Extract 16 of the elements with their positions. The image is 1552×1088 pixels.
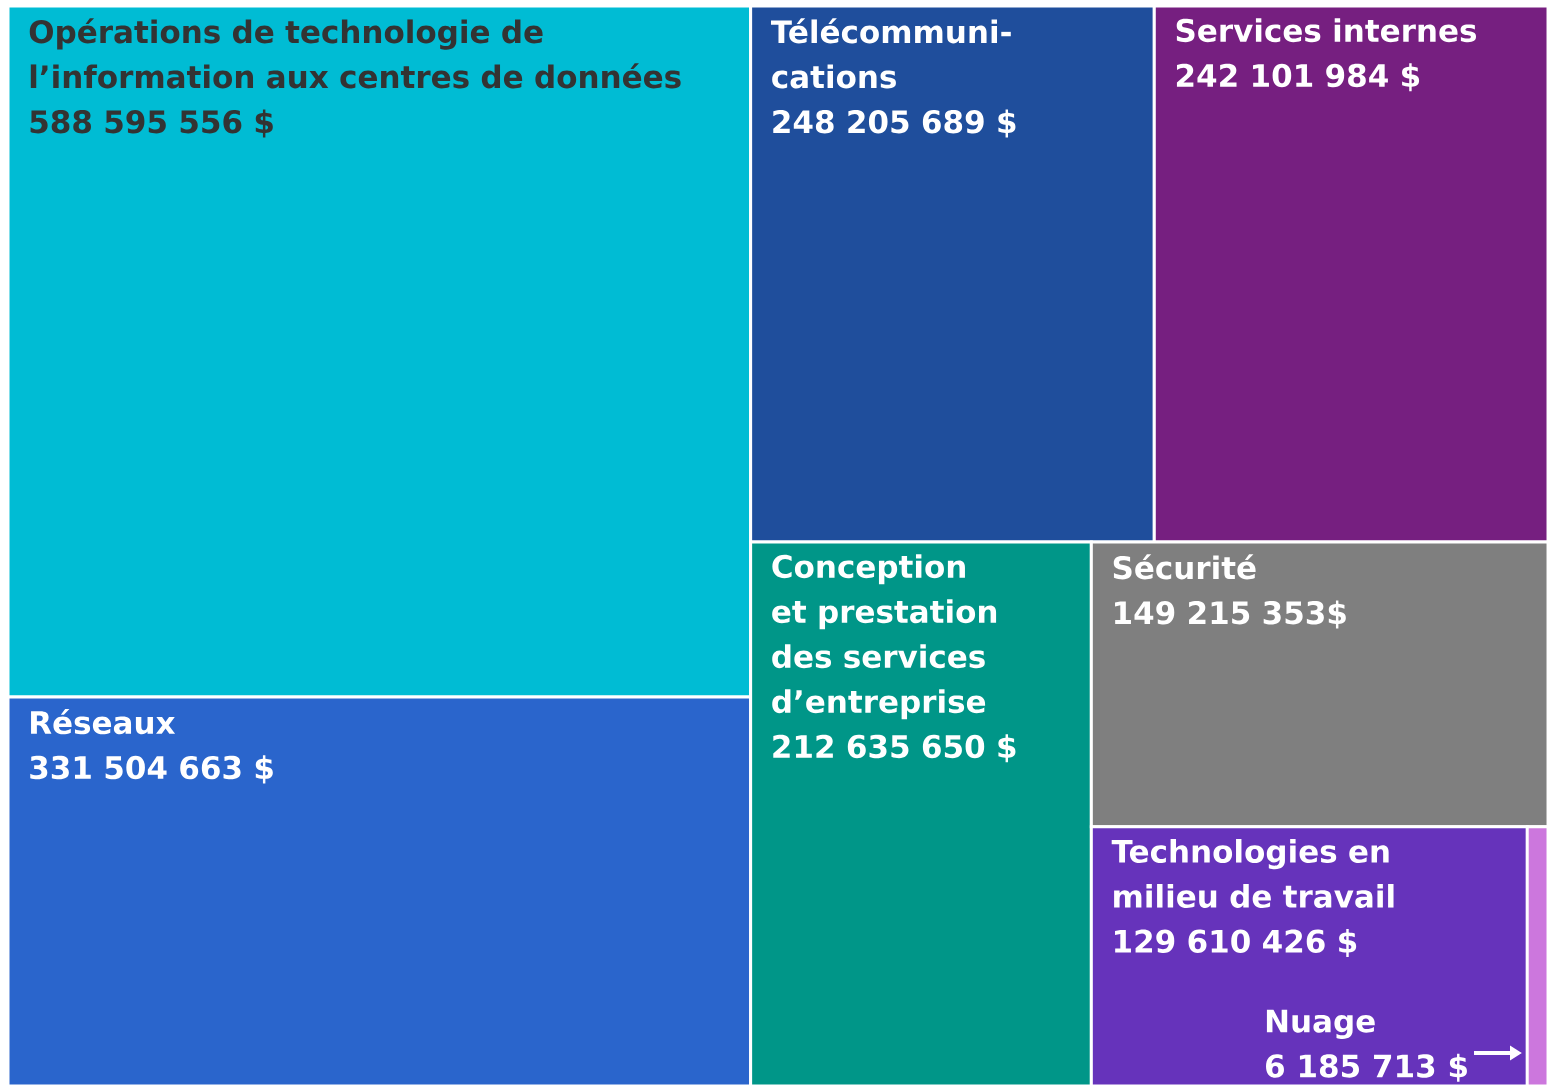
data-label: 212 635 650 $ (773, 734, 1016, 763)
category-label: Opérations de technologie de l’information aux centres de données (29, 18, 681, 89)
category-label: Conception et prestation des services d’entreprise (772, 554, 997, 720)
data-label: 331 504 663 $ (30, 755, 273, 784)
data-label: 129 610 426 $ (1115, 929, 1357, 958)
category-label: Sécurité (1113, 554, 1256, 580)
data-label: 588 595 556 $ (30, 109, 273, 138)
category-label: Réseaux (31, 709, 176, 735)
data-label: 242 101 984 $ (1176, 63, 1420, 92)
category-label: Technologies en milieu de travail (1111, 839, 1394, 909)
data-label: 149 215 353$ (1115, 600, 1346, 629)
data-label: 6 185 713 $ (1266, 1053, 1467, 1083)
data-label: 248 205 689 $ (773, 109, 1016, 138)
category-label: Nuage (1266, 1009, 1375, 1040)
category-label: Services internes (1176, 18, 1477, 43)
category-label: Télécommuni-cations (770, 18, 1011, 89)
